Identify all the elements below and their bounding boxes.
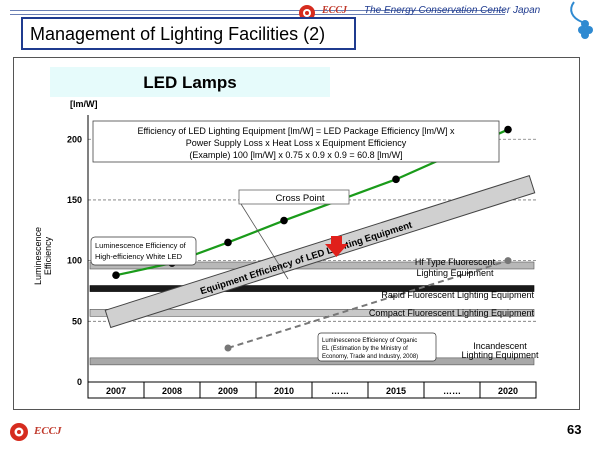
x-tick-label: 2009 — [218, 386, 238, 396]
led-series-label-2: High-efficiency White LED — [95, 252, 183, 261]
y-unit-label: [lm/W] — [70, 99, 98, 109]
organic-el-label-2: EL (Estimation by the Ministry of — [322, 346, 408, 352]
led-series-point — [504, 125, 512, 134]
x-tick-label: 2008 — [162, 386, 182, 396]
footer-brand: ECCJ — [34, 425, 62, 437]
led-series-point — [280, 216, 288, 225]
gridlines — [87, 115, 536, 382]
formula-box — [92, 120, 500, 163]
header-brand: ECCJ — [322, 5, 348, 16]
trend-band-shape — [104, 174, 536, 329]
chart-panel — [13, 57, 580, 410]
y-tick-label: 150 — [67, 195, 82, 205]
y-tick-label: 0 — [77, 377, 82, 387]
chart-title: LED Lamps — [143, 73, 237, 92]
band-bar — [89, 357, 535, 366]
page-number: 63 — [567, 422, 582, 437]
x-tick-label: 2020 — [498, 386, 518, 396]
x-tick-label: 2015 — [386, 386, 406, 396]
y-tick-label: 50 — [72, 316, 82, 326]
led-series-callout — [90, 236, 197, 266]
y-tick-labels: 0 50 100 150 200 — [67, 134, 82, 387]
band-label-hf-1: Hf Type Fluorescent — [415, 257, 496, 267]
formula-line-3: (Example) 100 [lm/W] x 0.75 x 0.9 x 0.9 … — [189, 150, 402, 160]
band-label-rapid: Rapid Fluorescent Lighting Equipment — [381, 290, 534, 300]
organic-el-series-line — [227, 259, 509, 349]
y-tick-label: 200 — [67, 134, 82, 144]
cross-point-callout — [238, 189, 350, 205]
led-series-point — [112, 271, 120, 280]
x-tick-label: 2010 — [274, 386, 294, 396]
header-rule-bottom — [10, 14, 505, 15]
y-tick-label: 100 — [67, 256, 82, 266]
clover-logo-icon — [570, 1, 593, 39]
led-series-label-1: Luminescence Efficiency of — [95, 241, 187, 250]
band-label-hf-2: Lighting Equipment — [416, 268, 494, 278]
formula-line-1: Efficiency of LED Lighting Equipment [lm… — [137, 126, 455, 136]
x-tick-label: …… — [443, 386, 461, 396]
x-tick-label: …… — [331, 386, 349, 396]
eccj-footer-logo-icon — [10, 423, 28, 441]
band-bar — [89, 309, 535, 317]
y-axis-label: Luminescence Efficiency — [33, 227, 53, 285]
led-series-point — [224, 238, 232, 247]
organic-el-series-point — [224, 344, 232, 352]
slide-title: Management of Lighting Facilities (2) — [21, 17, 356, 50]
y-axis-label-word: Luminescence — [33, 227, 43, 285]
cross-point-label: Cross Point — [275, 193, 324, 204]
x-tick-label: 2007 — [106, 386, 126, 396]
header-rule-top — [10, 10, 505, 11]
led-series-point — [392, 175, 400, 184]
y-axis-label-word: Efficiency — [43, 236, 53, 275]
x-axis: 2007 2008 2009 2010 …… 2015 …… 2020 — [87, 381, 537, 399]
band-label-incandescent-1: Incandescent — [473, 341, 527, 351]
organic-el-label-3: Economy, Trade and Industry, 2008) — [322, 354, 418, 360]
band-bar — [89, 285, 535, 292]
header-org-name: The Energy Conservation Center Japan — [364, 5, 541, 16]
formula-line-2: Power Supply Loss x Heat Loss x Equipmen… — [186, 138, 407, 148]
cross-point-leader — [240, 203, 289, 280]
organic-el-callout — [317, 332, 437, 362]
organic-el-series-point — [504, 257, 512, 265]
band-label-incandescent-2: Lighting Equipment — [461, 350, 539, 360]
down-arrow-icon — [325, 236, 348, 257]
organic-el-label-1: Luminescence Efficiency of Organic — [322, 338, 417, 344]
band-label-compact: Compact Fluorescent Lighting Equipment — [369, 308, 535, 318]
chart-title-bg — [50, 67, 330, 97]
